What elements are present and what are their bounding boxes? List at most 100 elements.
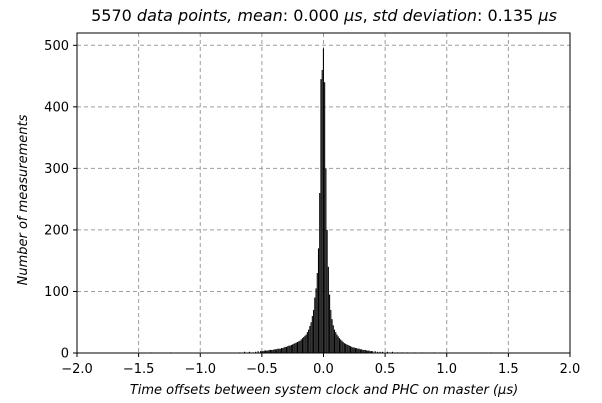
histogram-bar <box>325 168 327 353</box>
histogram-bar <box>368 350 370 353</box>
histogram-bar <box>280 348 283 353</box>
histogram-bar <box>346 344 348 353</box>
histogram-bar <box>340 339 342 353</box>
histogram-bar <box>314 297 316 353</box>
histogram-bar <box>293 343 295 353</box>
x-tick-label: −1.0 <box>184 362 216 377</box>
histogram-bar <box>335 332 337 353</box>
x-tick-label: 1.5 <box>498 362 519 377</box>
histogram-bar <box>264 350 267 353</box>
histogram-bar <box>332 325 334 353</box>
histogram-bar <box>315 288 317 353</box>
histogram-bar <box>272 349 274 353</box>
histogram-bar <box>277 348 279 353</box>
histogram-bar <box>372 351 374 353</box>
histogram-bar <box>321 69 323 353</box>
histogram-bar <box>284 346 286 353</box>
histogram-bar <box>267 350 269 353</box>
histogram-bar <box>283 347 285 353</box>
histogram-bar <box>290 345 292 353</box>
chart-title: 5570 data points, mean: 0.000 μs, std de… <box>91 6 557 25</box>
histogram-bar <box>313 309 315 353</box>
histogram-bar <box>364 349 366 353</box>
histogram-bar <box>262 351 264 353</box>
histogram-bar <box>320 79 322 354</box>
histogram-bar <box>276 349 278 353</box>
histogram-bar <box>359 349 361 353</box>
histogram-bar <box>317 248 320 353</box>
histogram-bar <box>356 348 358 353</box>
histogram-bar <box>363 349 365 353</box>
title-count: 5570 <box>91 6 132 25</box>
histogram-bar <box>301 338 304 353</box>
title-mean-unit: μs <box>343 6 363 25</box>
histogram-bar <box>308 329 310 353</box>
histogram-bar <box>309 325 311 353</box>
histogram-bar <box>337 336 339 353</box>
histogram-bar <box>306 332 308 353</box>
histogram-bar <box>316 273 318 353</box>
histogram-bar <box>391 351 393 353</box>
histogram-bar <box>358 348 360 353</box>
histogram-bar <box>288 345 290 353</box>
histogram-bar <box>366 350 368 353</box>
x-tick-label: −2.0 <box>61 362 93 377</box>
histogram-bar <box>347 345 349 353</box>
x-tick-label: 0.5 <box>375 362 396 377</box>
x-axis-label: Time offsets between system clock and PH… <box>130 383 518 398</box>
histogram-bar <box>352 347 354 353</box>
histogram-bar <box>303 337 305 353</box>
title-std-unit: μs <box>537 6 557 25</box>
histogram-bar <box>282 348 284 353</box>
histogram-bar <box>343 343 345 353</box>
histogram-bar <box>362 349 364 353</box>
histogram-bar <box>269 349 271 353</box>
histogram-bar <box>330 309 332 353</box>
histogram-bar <box>299 340 301 353</box>
histogram-bar <box>261 351 263 353</box>
x-tick-label: 0.0 <box>313 362 334 377</box>
histogram-bar <box>278 348 280 353</box>
histogram-bar <box>348 345 350 353</box>
histogram-bar <box>374 351 376 353</box>
histogram-bar <box>357 348 359 353</box>
histogram-bar <box>382 351 384 353</box>
y-tick-label: 500 <box>44 39 69 54</box>
histogram-bar <box>263 350 265 353</box>
histogram-bar <box>292 344 294 353</box>
histogram-bar <box>338 338 340 353</box>
histogram-bar <box>295 342 297 353</box>
y-tick-label: 300 <box>44 162 69 177</box>
histogram-bar <box>345 343 347 353</box>
histogram-bar <box>324 82 326 353</box>
histogram-bar <box>248 351 251 353</box>
histogram-bar <box>300 339 302 353</box>
x-tick-label: −1.5 <box>123 362 155 377</box>
x-tick-label: 1.0 <box>436 362 457 377</box>
histogram-bar <box>327 266 329 353</box>
histogram-bar <box>266 350 268 353</box>
title-std-value: : 0.135 <box>477 6 533 25</box>
histogram-bar <box>379 351 381 353</box>
histogram-bar <box>310 322 312 353</box>
histogram-bar <box>289 345 291 353</box>
title-std-label: std deviation <box>373 6 477 25</box>
y-axis-ticks: 0 100 200 300 400 500 <box>44 39 77 362</box>
histogram-bar <box>285 346 287 353</box>
histogram-bar <box>260 351 262 353</box>
histogram-bar <box>331 319 333 353</box>
histogram-bar <box>370 351 373 353</box>
y-tick-label: 100 <box>44 285 69 300</box>
histogram-bar <box>349 346 352 353</box>
x-tick-label: −0.5 <box>246 362 278 377</box>
histogram-bar <box>361 349 363 353</box>
histogram-bar <box>367 350 369 353</box>
histogram-bar <box>271 349 273 353</box>
histogram-bar <box>369 351 371 353</box>
y-tick-label: 200 <box>44 223 69 238</box>
histogram-bar <box>304 335 306 353</box>
histogram-bar <box>305 334 307 353</box>
histogram-bar <box>268 349 270 353</box>
histogram-bar <box>354 348 357 353</box>
